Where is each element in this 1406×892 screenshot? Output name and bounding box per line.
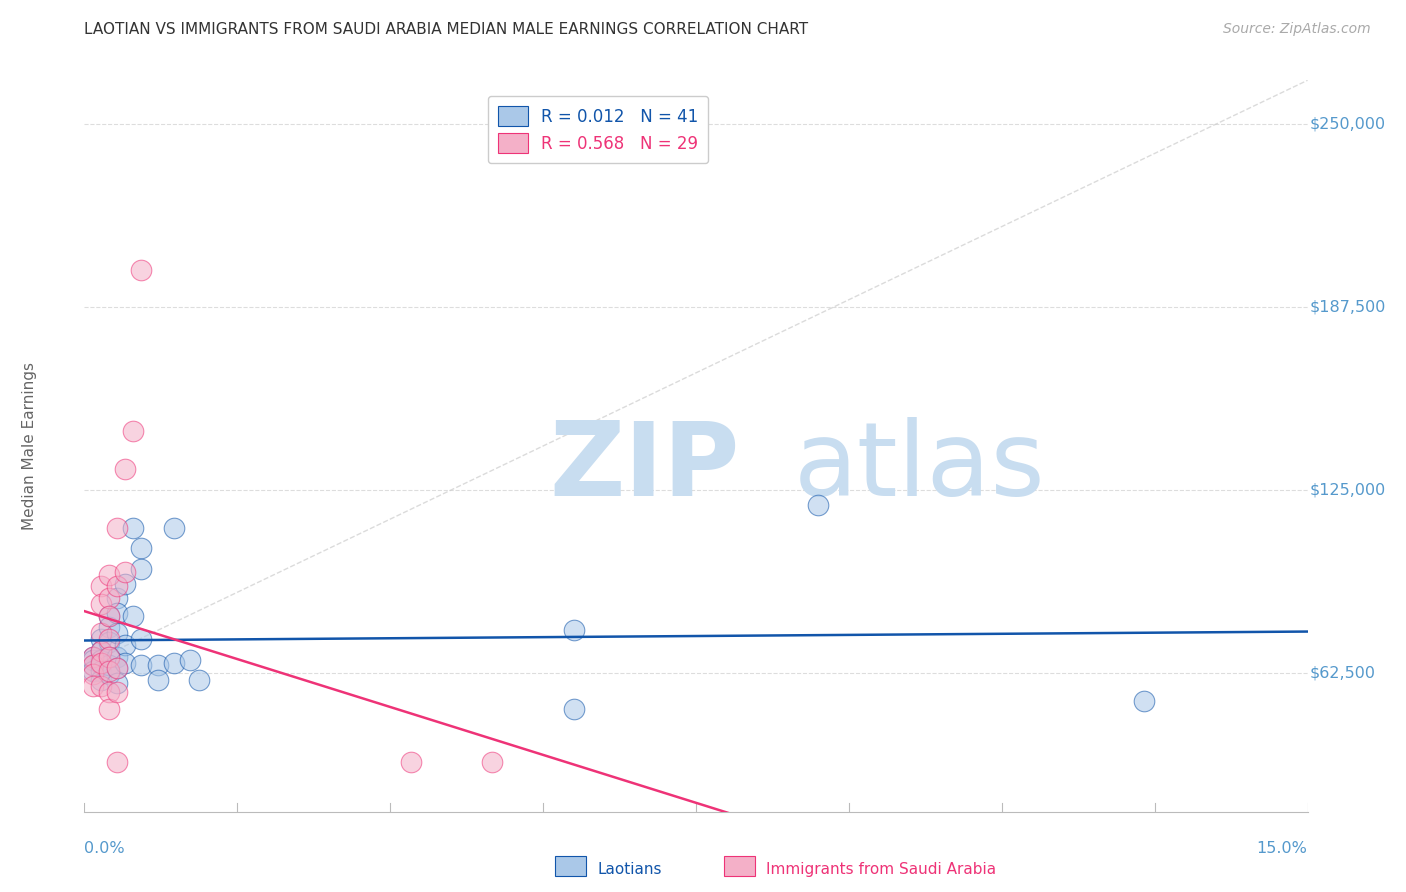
Point [82,679,104,693]
Point [97,702,120,716]
Point [105,755,128,769]
Point [105,676,128,690]
Text: ZIP: ZIP [550,417,740,518]
Point [114,638,136,652]
Point [97,608,120,623]
Point [105,606,128,620]
Point [1133,693,1156,707]
Point [90,644,112,658]
Point [562,624,585,638]
Point [105,649,128,664]
Point [163,656,186,670]
Point [97,667,120,681]
Point [82,652,104,666]
Point [82,665,104,679]
Point [105,661,128,675]
Text: 15.0%: 15.0% [1257,841,1308,856]
Point [90,658,112,673]
Point [562,702,585,716]
Point [97,608,120,623]
Point [97,665,120,679]
Point [146,673,169,687]
Text: atlas: atlas [794,417,1046,518]
Point [97,649,120,664]
Point [187,673,209,687]
Point [97,685,120,699]
Point [105,661,128,675]
Point [179,652,201,666]
Point [82,658,104,673]
Point [97,591,120,606]
Legend: R = 0.012   N = 41, R = 0.568   N = 29: R = 0.012 N = 41, R = 0.568 N = 29 [488,96,709,163]
Point [105,626,128,640]
Point [97,635,120,649]
Point [122,608,145,623]
Point [114,656,136,670]
Text: Median Male Earnings: Median Male Earnings [22,362,37,530]
Text: 0.0%: 0.0% [84,841,125,856]
Point [90,652,112,666]
Text: Source: ZipAtlas.com: Source: ZipAtlas.com [1223,22,1371,37]
Point [90,665,112,679]
Point [90,626,112,640]
Point [82,649,104,664]
Point [90,579,112,593]
Point [114,565,136,579]
Point [97,567,120,582]
Point [90,656,112,670]
Point [131,541,153,556]
Point [807,498,830,512]
Point [97,658,120,673]
Point [399,755,422,769]
Text: $250,000: $250,000 [1310,117,1386,132]
Point [122,521,145,535]
Point [90,673,112,687]
Text: Immigrants from Saudi Arabia: Immigrants from Saudi Arabia [766,863,997,877]
Point [90,644,112,658]
Point [146,658,169,673]
Text: Laotians: Laotians [598,863,662,877]
Text: LAOTIAN VS IMMIGRANTS FROM SAUDI ARABIA MEDIAN MALE EARNINGS CORRELATION CHART: LAOTIAN VS IMMIGRANTS FROM SAUDI ARABIA … [84,22,808,37]
Point [131,658,153,673]
Text: $125,000: $125,000 [1310,483,1386,498]
Point [97,620,120,634]
Text: $187,500: $187,500 [1310,300,1386,315]
Point [90,679,112,693]
Point [131,562,153,576]
Point [481,755,503,769]
Point [114,462,136,476]
Point [105,591,128,606]
Point [163,521,186,535]
Point [105,579,128,593]
Point [114,576,136,591]
Point [97,632,120,646]
Point [82,667,104,681]
Point [97,649,120,664]
Point [122,425,145,439]
Point [90,597,112,611]
Point [131,632,153,646]
Point [131,263,153,277]
Point [82,649,104,664]
Text: $62,500: $62,500 [1310,665,1376,681]
Point [105,685,128,699]
Point [90,632,112,646]
Point [82,658,104,673]
Point [105,521,128,535]
